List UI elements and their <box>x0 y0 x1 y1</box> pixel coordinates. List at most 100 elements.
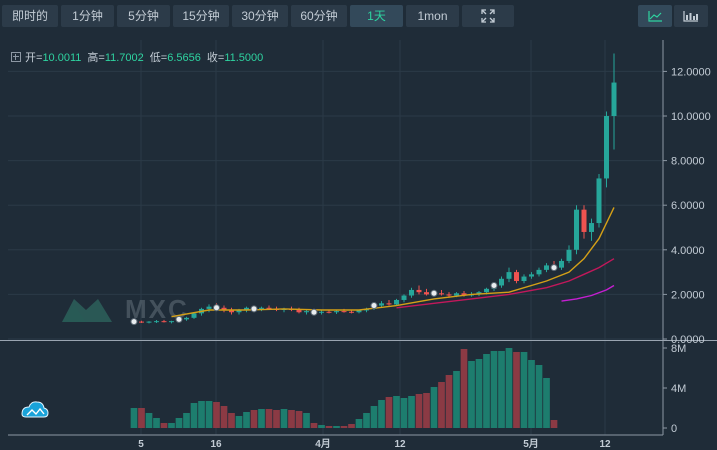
volume-bar <box>385 397 393 428</box>
chart-grid <box>8 40 663 435</box>
candle-body <box>574 209 579 250</box>
candle <box>499 276 504 288</box>
volume-bar <box>393 396 400 428</box>
candle-body <box>484 288 489 293</box>
candle <box>611 53 617 150</box>
cloud-icon[interactable] <box>21 401 49 418</box>
event-marker[interactable] <box>490 281 498 289</box>
candle <box>161 319 167 323</box>
candle-body <box>424 292 429 295</box>
price-chart[interactable]: MXC 0.0000 2.0000 4.0000 6.0000 8.0000 10.000… <box>0 32 717 450</box>
candle-body <box>386 303 392 305</box>
event-marker[interactable] <box>250 305 258 313</box>
event-marker[interactable] <box>310 308 318 316</box>
volume-bar <box>153 418 160 428</box>
candle-body <box>529 274 534 277</box>
line-chart-glyph <box>648 11 662 22</box>
candle <box>229 307 234 315</box>
tab-1day[interactable]: 1天 <box>350 5 403 27</box>
candle <box>566 245 572 264</box>
event-marker[interactable] <box>213 304 220 312</box>
candle-body <box>461 293 467 296</box>
moving-average-line <box>396 258 615 309</box>
price-tick-label: 10.0000 <box>671 111 711 123</box>
tab-1mon[interactable]: 1mon <box>406 5 459 27</box>
volume-bar <box>400 398 408 428</box>
candle-body <box>244 307 249 311</box>
candle <box>319 310 324 315</box>
candle-body <box>229 310 234 313</box>
volume-bar <box>258 409 265 428</box>
volume-bar <box>190 403 198 428</box>
low-label: 低= <box>149 52 168 64</box>
volume-bar <box>415 394 423 428</box>
volume-bar <box>175 418 183 428</box>
event-marker[interactable] <box>430 289 438 297</box>
volume-bar <box>130 408 138 428</box>
candle <box>169 320 174 324</box>
candle-body <box>416 289 422 293</box>
event-marker[interactable] <box>175 315 183 323</box>
candle-body <box>604 116 609 179</box>
candle-body <box>401 295 407 300</box>
volume-bar <box>445 375 453 428</box>
candle <box>439 289 444 296</box>
volume-bar <box>468 361 475 428</box>
candle-body <box>349 311 354 313</box>
candle-body <box>379 303 384 306</box>
tab-5min[interactable]: 5分钟 <box>117 5 170 27</box>
volume-bar <box>550 420 558 428</box>
volume-bar <box>370 406 378 428</box>
candle-body <box>266 307 272 309</box>
candle-body <box>514 272 519 282</box>
tab-1min[interactable]: 1分钟 <box>61 5 114 27</box>
close-value: 11.5000 <box>224 52 264 64</box>
volume-bar <box>303 413 310 428</box>
volume-bar <box>205 401 213 428</box>
volume-bar <box>228 413 235 428</box>
volume-bar <box>220 406 228 428</box>
price-tick-label: 2.0000 <box>671 289 705 301</box>
candlestick-chart-icon[interactable] <box>674 5 708 27</box>
candle <box>146 321 152 324</box>
candle <box>529 272 534 279</box>
volume-bar <box>378 400 385 428</box>
candle-body <box>319 311 324 313</box>
volume-bar <box>430 387 438 428</box>
volume-bar <box>318 425 325 428</box>
fullscreen-icon[interactable] <box>462 5 514 27</box>
expand-legend-icon[interactable] <box>11 52 21 62</box>
candle-body <box>611 82 617 116</box>
event-marker[interactable] <box>550 264 558 272</box>
moving-averages <box>171 207 615 318</box>
tab-realtime[interactable]: 即时的 <box>2 5 58 27</box>
event-marker[interactable] <box>370 302 378 310</box>
candlesticks <box>131 53 617 324</box>
candle <box>416 285 422 295</box>
candle-body <box>566 249 572 261</box>
candle-body <box>589 223 594 232</box>
mxc-watermark: MXC <box>62 294 187 324</box>
high-label: 高= <box>87 52 105 64</box>
volume-tick-label: 0 <box>671 423 677 435</box>
tab-15min[interactable]: 15分钟 <box>173 5 229 27</box>
chart-axes: 0.0000 2.0000 4.0000 6.0000 8.0000 10.0000 12.… <box>0 40 717 450</box>
volume-tick-label: 8M <box>671 343 686 355</box>
candle-body <box>206 306 212 309</box>
candle-body <box>154 321 159 323</box>
candle-body <box>559 260 564 268</box>
candle-body <box>304 311 309 313</box>
tab-30min[interactable]: 30分钟 <box>232 5 288 27</box>
candle-body <box>409 289 414 296</box>
volume-bar <box>490 351 498 428</box>
event-marker[interactable] <box>130 318 138 326</box>
price-tick-label: 0.0000 <box>671 334 705 346</box>
candle <box>521 274 527 284</box>
volume-bar <box>498 351 505 428</box>
candle <box>544 263 549 273</box>
tab-60min[interactable]: 60分钟 <box>291 5 347 27</box>
line-chart-icon[interactable] <box>638 5 672 27</box>
candle <box>206 304 212 313</box>
volume-bar <box>453 371 460 428</box>
volume-bar <box>243 412 250 428</box>
